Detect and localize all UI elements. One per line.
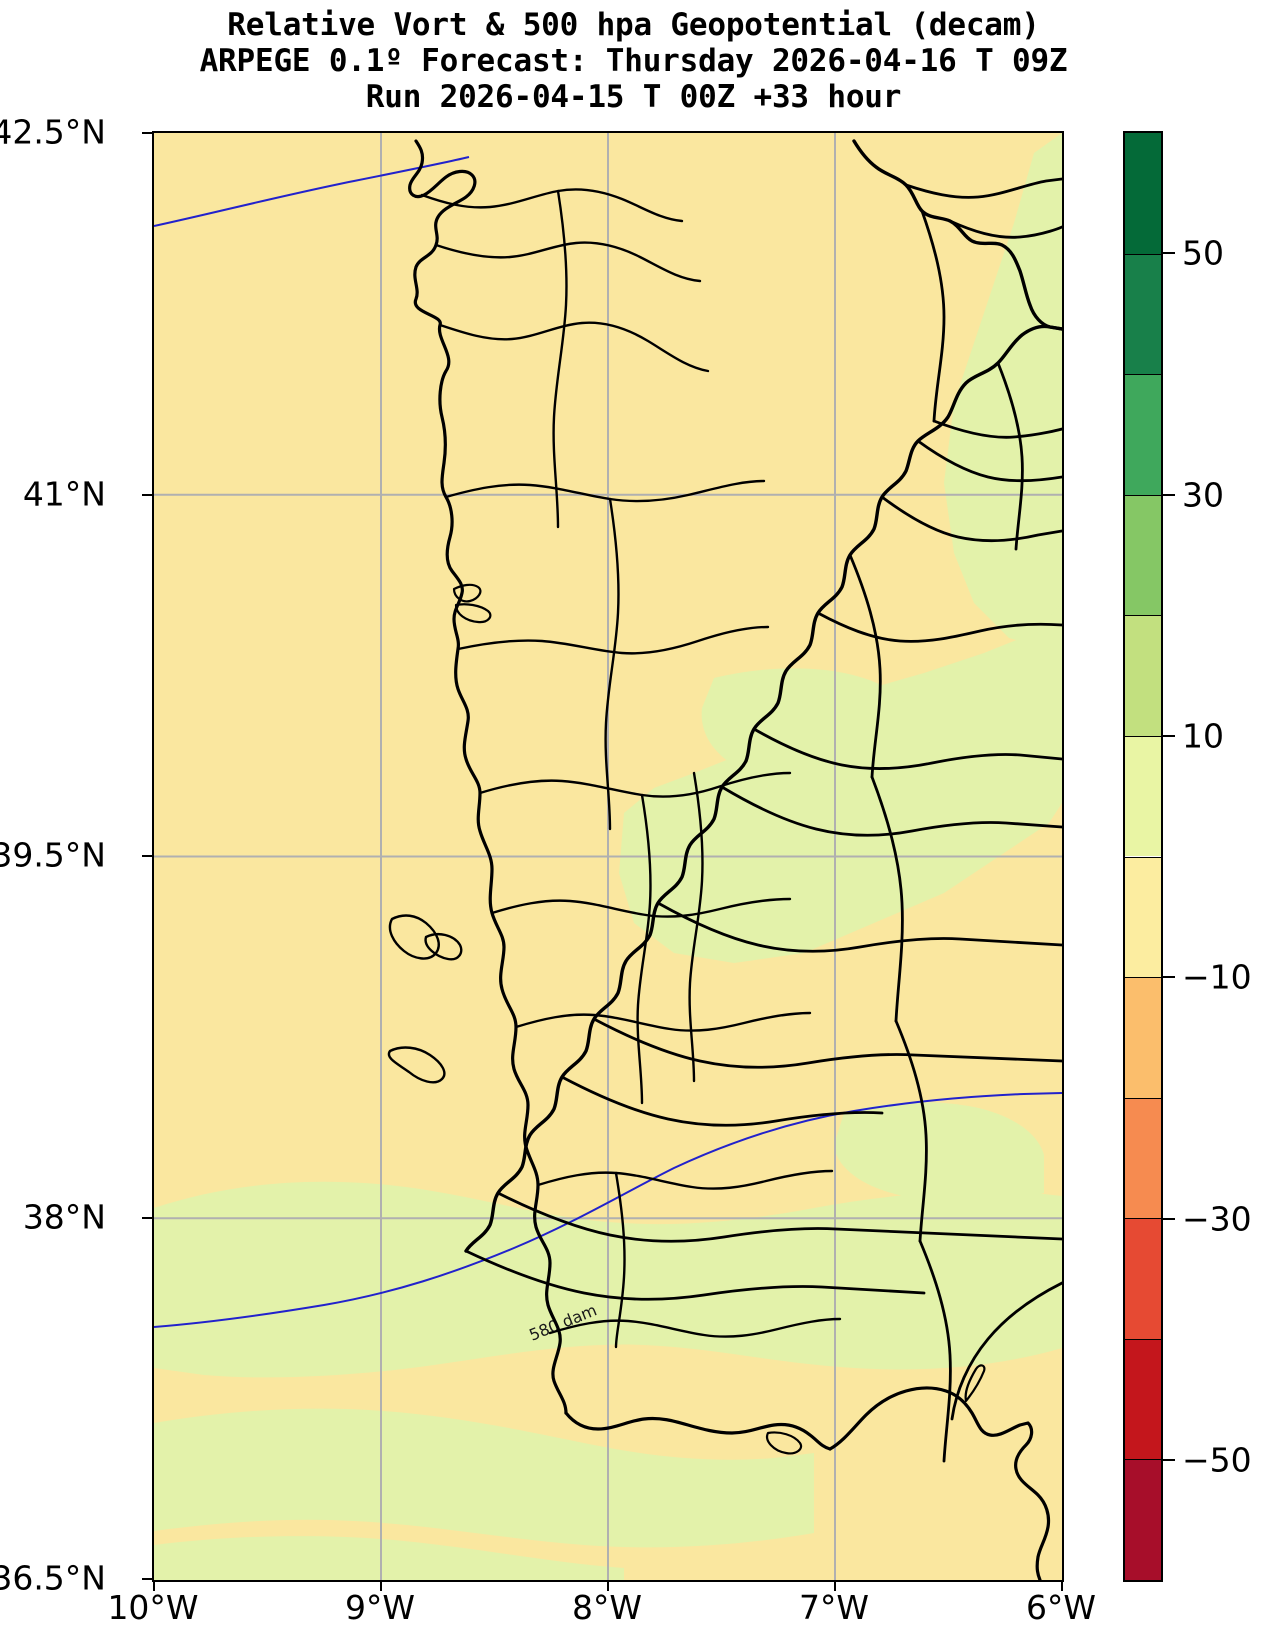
colorbar-band-20-30 (1125, 494, 1161, 616)
colorbar-band-40-50 (1125, 253, 1161, 375)
y-tick-mark-39-5 (142, 855, 153, 857)
x-tick-label-8w: 8°W (571, 1588, 643, 1627)
x-tick-label-7w: 7°W (798, 1588, 870, 1627)
colorbar-tick-50 (1161, 252, 1175, 254)
colorbar-band-10-20 (1125, 615, 1161, 736)
title-line-main: Relative Vort & 500 hpa Geopotential (de… (227, 7, 1040, 43)
title-line-forecast: ARPEGE 0.1º Forecast: Thursday 2026-04-1… (199, 42, 1068, 79)
colorbar-label-30: 30 (1182, 475, 1224, 515)
colorbar-band-50-60 (1125, 133, 1161, 254)
x-tick-mark-8w (607, 1580, 609, 1591)
x-tick-mark-9w (380, 1580, 382, 1591)
colorbar-tick-neg50 (1161, 1459, 1175, 1461)
geopotential-contours (154, 156, 1062, 1328)
colorbar-separator (1125, 1218, 1161, 1220)
y-tick-label-36-5: 36.5°N (0, 1558, 106, 1598)
colorbar-tick-10 (1161, 735, 1175, 737)
colorbar-band-neg50-neg40 (1125, 1338, 1161, 1460)
colorbar-separator (1125, 1338, 1161, 1340)
colorbar-band-neg30-neg20 (1125, 1097, 1161, 1219)
x-tick-label-10w: 10°W (107, 1588, 199, 1627)
colorbar-label-50: 50 (1182, 233, 1224, 273)
map-plot-area[interactable]: 580 dam (152, 131, 1064, 1582)
colorbar-band-neg60-neg50 (1125, 1459, 1161, 1580)
colorbar-label-neg10: −10 (1182, 957, 1252, 997)
x-tick-label-9w: 9°W (344, 1588, 416, 1627)
x-tick-mark-7w (834, 1580, 836, 1591)
map-boundaries (387, 139, 1062, 1580)
colorbar-band-30-40 (1125, 374, 1161, 495)
colorbar-tick-neg30 (1161, 1218, 1175, 1220)
map-gridlines (154, 133, 1062, 1580)
y-tick-mark-41 (142, 494, 153, 496)
x-tick-label-6w: 6°W (1025, 1588, 1097, 1627)
y-tick-label-39-5: 39.5°N (0, 835, 106, 875)
y-tick-mark-36-5 (142, 1578, 153, 1580)
colorbar-label-neg50: −50 (1182, 1440, 1252, 1480)
colorbar-separator (1125, 615, 1161, 617)
colorbar-label-neg30: −30 (1182, 1199, 1252, 1239)
colorbar-band-0-10 (1125, 735, 1161, 857)
y-tick-mark-42-5 (142, 132, 153, 134)
y-tick-mark-38 (142, 1217, 153, 1219)
figure-title: Relative Vort & 500 hpa Geopotential (de… (0, 7, 1267, 116)
colorbar-band-neg20-neg10 (1125, 977, 1161, 1098)
geopotential-contour-north (154, 156, 470, 227)
colorbar-tick-30 (1161, 494, 1175, 496)
colorbar-separator (1125, 494, 1161, 496)
geopotential-contour-580 (154, 1092, 1062, 1328)
y-tick-label-38: 38°N (22, 1197, 106, 1237)
colorbar-separator (1125, 253, 1161, 255)
colorbar-separator (1125, 977, 1161, 979)
title-line-run: Run 2026-04-15 T 00Z +33 hour (365, 78, 902, 115)
y-tick-label-42-5: 42.5°N (0, 112, 106, 152)
colorbar-band-neg40-neg30 (1125, 1218, 1161, 1339)
y-tick-label-41: 41°N (22, 474, 106, 514)
colorbar-tick-neg10 (1161, 976, 1175, 978)
map-canvas: 580 dam (154, 133, 1062, 1580)
colorbar-separator (1125, 1459, 1161, 1461)
x-tick-mark-6w (1061, 1580, 1063, 1591)
x-tick-mark-10w (153, 1580, 155, 1591)
colorbar-separator (1125, 374, 1161, 376)
colorbar-separator (1125, 735, 1161, 737)
colorbar-separator (1125, 856, 1161, 858)
colorbar[interactable] (1123, 131, 1163, 1582)
colorbar-band-neg10-0 (1125, 856, 1161, 978)
colorbar-separator (1125, 1097, 1161, 1099)
colorbar-label-10: 10 (1182, 716, 1224, 756)
